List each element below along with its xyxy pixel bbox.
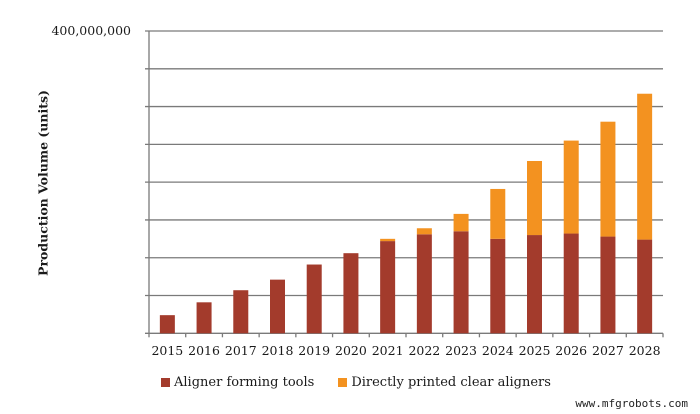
y-axis-title: Production Volume (units)	[35, 90, 51, 276]
bar-directly-printed-aligners	[490, 188, 506, 239]
legend: Aligner forming tools Directly printed c…	[161, 375, 575, 390]
bar-aligner-forming-tools	[196, 302, 212, 334]
bar-directly-printed-aligners	[453, 213, 469, 232]
bar-aligner-forming-tools	[416, 234, 432, 334]
bar-directly-printed-aligners	[600, 121, 616, 237]
x-tick-label: 2023	[445, 343, 477, 358]
x-tick-label: 2024	[481, 343, 514, 358]
bar-aligner-forming-tools	[343, 253, 359, 334]
bar-aligner-forming-tools	[637, 239, 653, 334]
x-tick-label: 2025	[518, 343, 551, 358]
legend-swatch-red	[161, 378, 170, 387]
bar-aligner-forming-tools	[306, 264, 322, 334]
watermark: www.mfgrobots.com	[575, 397, 688, 410]
bar-aligner-forming-tools	[270, 279, 285, 334]
x-tick-label: 2015	[151, 343, 184, 358]
legend-swatch-orange	[338, 378, 348, 387]
bar-aligner-forming-tools	[563, 233, 579, 334]
bar-aligner-forming-tools	[159, 315, 175, 334]
bar-aligner-forming-tools	[527, 235, 542, 334]
legend-item-aligner-forming-tools: Aligner forming tools	[161, 375, 314, 390]
bar-directly-printed-aligners	[416, 228, 432, 235]
bar-aligner-forming-tools	[600, 236, 616, 334]
y-axis-max-label: 400,000,000	[51, 23, 131, 38]
bar-directly-printed-aligners	[563, 140, 579, 234]
legend-item-directly-printed: Directly printed clear aligners	[338, 375, 551, 390]
x-tick-label: 2018	[261, 343, 294, 358]
bar-aligner-forming-tools	[453, 231, 469, 334]
x-tick-label: 2016	[188, 343, 220, 358]
bar-aligner-forming-tools	[490, 238, 506, 334]
x-tick-label: 2027	[592, 343, 624, 358]
bar-directly-printed-aligners	[527, 160, 542, 236]
x-tick-label: 2022	[408, 343, 441, 358]
legend-label: Aligner forming tools	[174, 375, 315, 390]
x-tick-label: 2026	[555, 343, 588, 358]
x-tick-label: 2020	[335, 343, 367, 358]
x-tick-label: 2028	[628, 343, 661, 358]
bar-directly-printed-aligners	[380, 238, 396, 242]
legend-label: Directly printed clear aligners	[351, 375, 551, 390]
bar-directly-printed-aligners	[637, 93, 653, 240]
x-tick-label: 2017	[224, 343, 257, 358]
bar-aligner-forming-tools	[380, 241, 396, 334]
x-tick-label: 2021	[371, 343, 404, 358]
bar-aligner-forming-tools	[233, 290, 249, 334]
x-tick-label: 2019	[298, 343, 331, 358]
